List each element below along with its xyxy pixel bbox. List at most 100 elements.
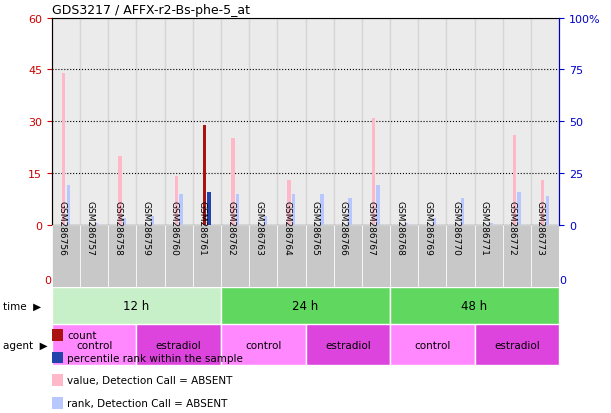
Text: GSM286768: GSM286768 — [395, 201, 404, 256]
Bar — [287, 180, 291, 225]
Text: GSM286764: GSM286764 — [282, 201, 291, 256]
Bar — [546, 196, 549, 225]
Text: rank, Detection Call = ABSENT: rank, Detection Call = ABSENT — [67, 398, 227, 408]
Text: time  ▶: time ▶ — [3, 301, 41, 311]
Bar — [418, 225, 447, 287]
Bar — [164, 19, 193, 225]
Text: GSM286762: GSM286762 — [226, 201, 235, 256]
Bar — [236, 194, 239, 225]
Bar — [475, 324, 559, 366]
Bar — [67, 186, 70, 225]
Bar — [306, 225, 334, 287]
Bar — [348, 198, 352, 225]
Bar — [475, 225, 503, 287]
Bar — [80, 225, 108, 287]
Bar — [264, 217, 267, 225]
Bar — [175, 177, 178, 225]
Text: GSM286766: GSM286766 — [338, 201, 348, 256]
Bar — [447, 225, 475, 287]
Bar — [221, 324, 306, 366]
Text: estradiol: estradiol — [156, 340, 202, 350]
Text: control: control — [245, 340, 282, 350]
Text: estradiol: estradiol — [494, 340, 540, 350]
Text: GSM286758: GSM286758 — [114, 201, 122, 256]
Text: 0: 0 — [560, 276, 566, 286]
Text: GSM286756: GSM286756 — [57, 201, 66, 256]
Text: GSM286765: GSM286765 — [310, 201, 320, 256]
Bar — [320, 194, 324, 225]
Bar — [193, 225, 221, 287]
Text: GSM286771: GSM286771 — [480, 201, 489, 256]
Bar — [249, 225, 277, 287]
Bar — [108, 19, 136, 225]
Bar — [277, 19, 306, 225]
Bar — [292, 194, 295, 225]
Bar — [95, 223, 98, 225]
Bar — [404, 223, 408, 225]
Text: GSM286761: GSM286761 — [198, 201, 207, 256]
Text: GSM286772: GSM286772 — [508, 201, 517, 256]
Bar — [362, 19, 390, 225]
Bar — [136, 225, 164, 287]
Bar — [489, 223, 492, 225]
Bar — [531, 225, 559, 287]
Text: GSM286769: GSM286769 — [423, 201, 433, 256]
Text: GSM286760: GSM286760 — [170, 201, 179, 256]
Bar — [418, 19, 447, 225]
Bar — [306, 324, 390, 366]
Bar — [503, 19, 531, 225]
Bar — [52, 225, 80, 287]
Bar — [119, 156, 122, 225]
Bar — [372, 119, 375, 225]
Bar — [306, 19, 334, 225]
Bar — [221, 287, 390, 324]
Bar — [52, 324, 136, 366]
Bar — [179, 194, 183, 225]
Bar — [334, 225, 362, 287]
Bar — [447, 19, 475, 225]
Bar — [541, 180, 544, 225]
Text: 24 h: 24 h — [293, 299, 318, 312]
Bar — [376, 186, 380, 225]
Bar — [277, 225, 306, 287]
Bar — [461, 198, 464, 225]
Text: count: count — [67, 330, 97, 340]
Bar — [62, 74, 65, 225]
Text: GSM286767: GSM286767 — [367, 201, 376, 256]
Bar — [503, 225, 531, 287]
Text: control: control — [414, 340, 450, 350]
Bar — [475, 19, 503, 225]
Text: GSM286770: GSM286770 — [452, 201, 461, 256]
Bar — [433, 219, 436, 225]
Bar — [151, 217, 155, 225]
Bar — [164, 225, 193, 287]
Bar — [231, 139, 235, 225]
Bar — [390, 19, 418, 225]
Bar — [249, 19, 277, 225]
Bar — [390, 324, 475, 366]
Bar — [518, 192, 521, 225]
Bar — [136, 19, 164, 225]
Text: 48 h: 48 h — [461, 299, 488, 312]
Bar — [208, 192, 211, 225]
Bar — [136, 324, 221, 366]
Bar — [390, 287, 559, 324]
Text: value, Detection Call = ABSENT: value, Detection Call = ABSENT — [67, 375, 233, 385]
Text: agent  ▶: agent ▶ — [3, 340, 48, 350]
Bar — [108, 225, 136, 287]
Bar — [52, 19, 80, 225]
Text: GSM286763: GSM286763 — [254, 201, 263, 256]
Bar — [80, 19, 108, 225]
Bar — [52, 287, 221, 324]
Bar — [203, 125, 207, 225]
Text: GSM286757: GSM286757 — [85, 201, 94, 256]
Bar — [334, 19, 362, 225]
Bar — [193, 19, 221, 225]
Text: GSM286759: GSM286759 — [142, 201, 150, 256]
Text: 0: 0 — [45, 276, 51, 286]
Bar — [221, 19, 249, 225]
Bar — [390, 225, 418, 287]
Bar — [513, 135, 516, 225]
Text: GSM286773: GSM286773 — [536, 201, 545, 256]
Text: percentile rank within the sample: percentile rank within the sample — [67, 353, 243, 363]
